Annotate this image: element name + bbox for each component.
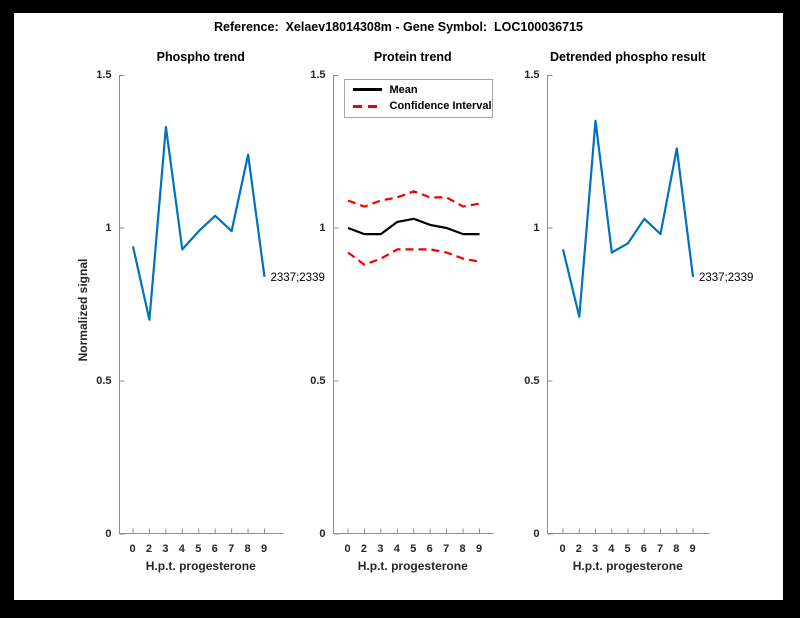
legend-row-confidence-interval: Confidence Interval bbox=[352, 100, 492, 113]
x-tick-label: 3 bbox=[162, 543, 169, 555]
x-tick-label: 6 bbox=[426, 543, 433, 555]
x-axis-label-protein-trend: H.p.t. progesterone bbox=[357, 559, 468, 573]
series-line-confidence-interval-upper bbox=[347, 190, 480, 208]
x-tick-label: 5 bbox=[624, 543, 631, 555]
series-line-phospho-signal bbox=[131, 125, 266, 321]
y-tick-label: 0 bbox=[533, 528, 540, 540]
x-tick-label: 4 bbox=[393, 543, 400, 555]
subplot-title-phospho-trend: Phospho trend bbox=[156, 50, 245, 64]
x-tick-label: 0 bbox=[129, 543, 136, 555]
x-tick-label: 8 bbox=[673, 543, 680, 555]
x-tick-label: 7 bbox=[656, 543, 664, 555]
x-tick-label: 9 bbox=[689, 543, 696, 555]
legend-row-mean: Mean bbox=[352, 83, 492, 96]
y-tick-label: 1 bbox=[319, 222, 326, 234]
x-tick-label: 5 bbox=[195, 543, 202, 555]
x-tick-label: 8 bbox=[244, 543, 251, 555]
x-axis-label-phospho-trend: H.p.t. progesterone bbox=[145, 559, 256, 573]
x-tick-label: 0 bbox=[344, 543, 351, 555]
series-line-mean bbox=[347, 217, 479, 236]
x-tick-label: 8 bbox=[459, 543, 466, 555]
figure-title: Reference: Xelaev18014308m - Gene Symbol… bbox=[214, 20, 583, 34]
plot-area-detrended-result: 2337;2339 bbox=[546, 75, 753, 535]
x-tick-label: 2 bbox=[360, 543, 367, 555]
y-tick-label: 1 bbox=[533, 222, 540, 234]
y-tick-label: 1.5 bbox=[524, 69, 540, 81]
endpoint-annotation: 2337;2339 bbox=[699, 272, 753, 284]
y-tick-label: 0 bbox=[319, 528, 326, 540]
x-tick-label: 3 bbox=[591, 543, 599, 555]
x-tick-label: 7 bbox=[228, 543, 235, 555]
y-tick-label: 0.5 bbox=[524, 375, 540, 387]
confidence-interval-line-swatch-icon bbox=[352, 104, 382, 108]
y-tick-label: 0.5 bbox=[96, 375, 112, 387]
x-tick-label: 2 bbox=[575, 543, 582, 555]
x-tick-label: 9 bbox=[475, 543, 483, 555]
legend: Mean Confidence Interval bbox=[343, 78, 493, 118]
subplot-title-detrended-result: Detrended phospho result bbox=[549, 50, 706, 64]
x-tick-label: 9 bbox=[260, 543, 268, 555]
plot-area-protein-trend bbox=[332, 75, 493, 535]
y-tick-label: 1.5 bbox=[310, 69, 326, 81]
subplot-title-protein-trend: Protein trend bbox=[373, 50, 452, 64]
series-line-detrended-phospho-signal bbox=[561, 119, 694, 318]
endpoint-annotation: 2337;2339 bbox=[270, 272, 324, 284]
x-tick-label: 0 bbox=[559, 543, 566, 555]
x-axis-label-detrended-result: H.p.t. progesterone bbox=[572, 559, 683, 573]
x-tick-label: 3 bbox=[377, 543, 384, 555]
x-tick-label: 7 bbox=[443, 543, 450, 555]
mean-line-swatch-icon bbox=[352, 88, 382, 92]
x-tick-label: 5 bbox=[410, 543, 417, 555]
matlab-figure: Reference: Xelaev18014308m - Gene Symbol… bbox=[14, 13, 783, 600]
y-tick-label: 1.5 bbox=[96, 69, 112, 81]
series-line-confidence-interval-lower bbox=[346, 248, 480, 266]
x-tick-label: 4 bbox=[608, 543, 615, 555]
y-tick-label: 0.5 bbox=[310, 375, 326, 387]
legend-label-confidence-interval: Confidence Interval bbox=[389, 100, 492, 113]
legend-label-mean: Mean bbox=[389, 83, 418, 96]
y-tick-label: 1 bbox=[105, 222, 112, 234]
x-tick-label: 6 bbox=[640, 543, 647, 555]
y-tick-label: 0 bbox=[105, 528, 112, 540]
x-tick-label: 4 bbox=[178, 543, 185, 555]
plot-area-phospho-trend: 2337;2339 bbox=[118, 75, 324, 535]
x-tick-label: 6 bbox=[211, 543, 218, 555]
x-tick-label: 2 bbox=[145, 543, 152, 555]
